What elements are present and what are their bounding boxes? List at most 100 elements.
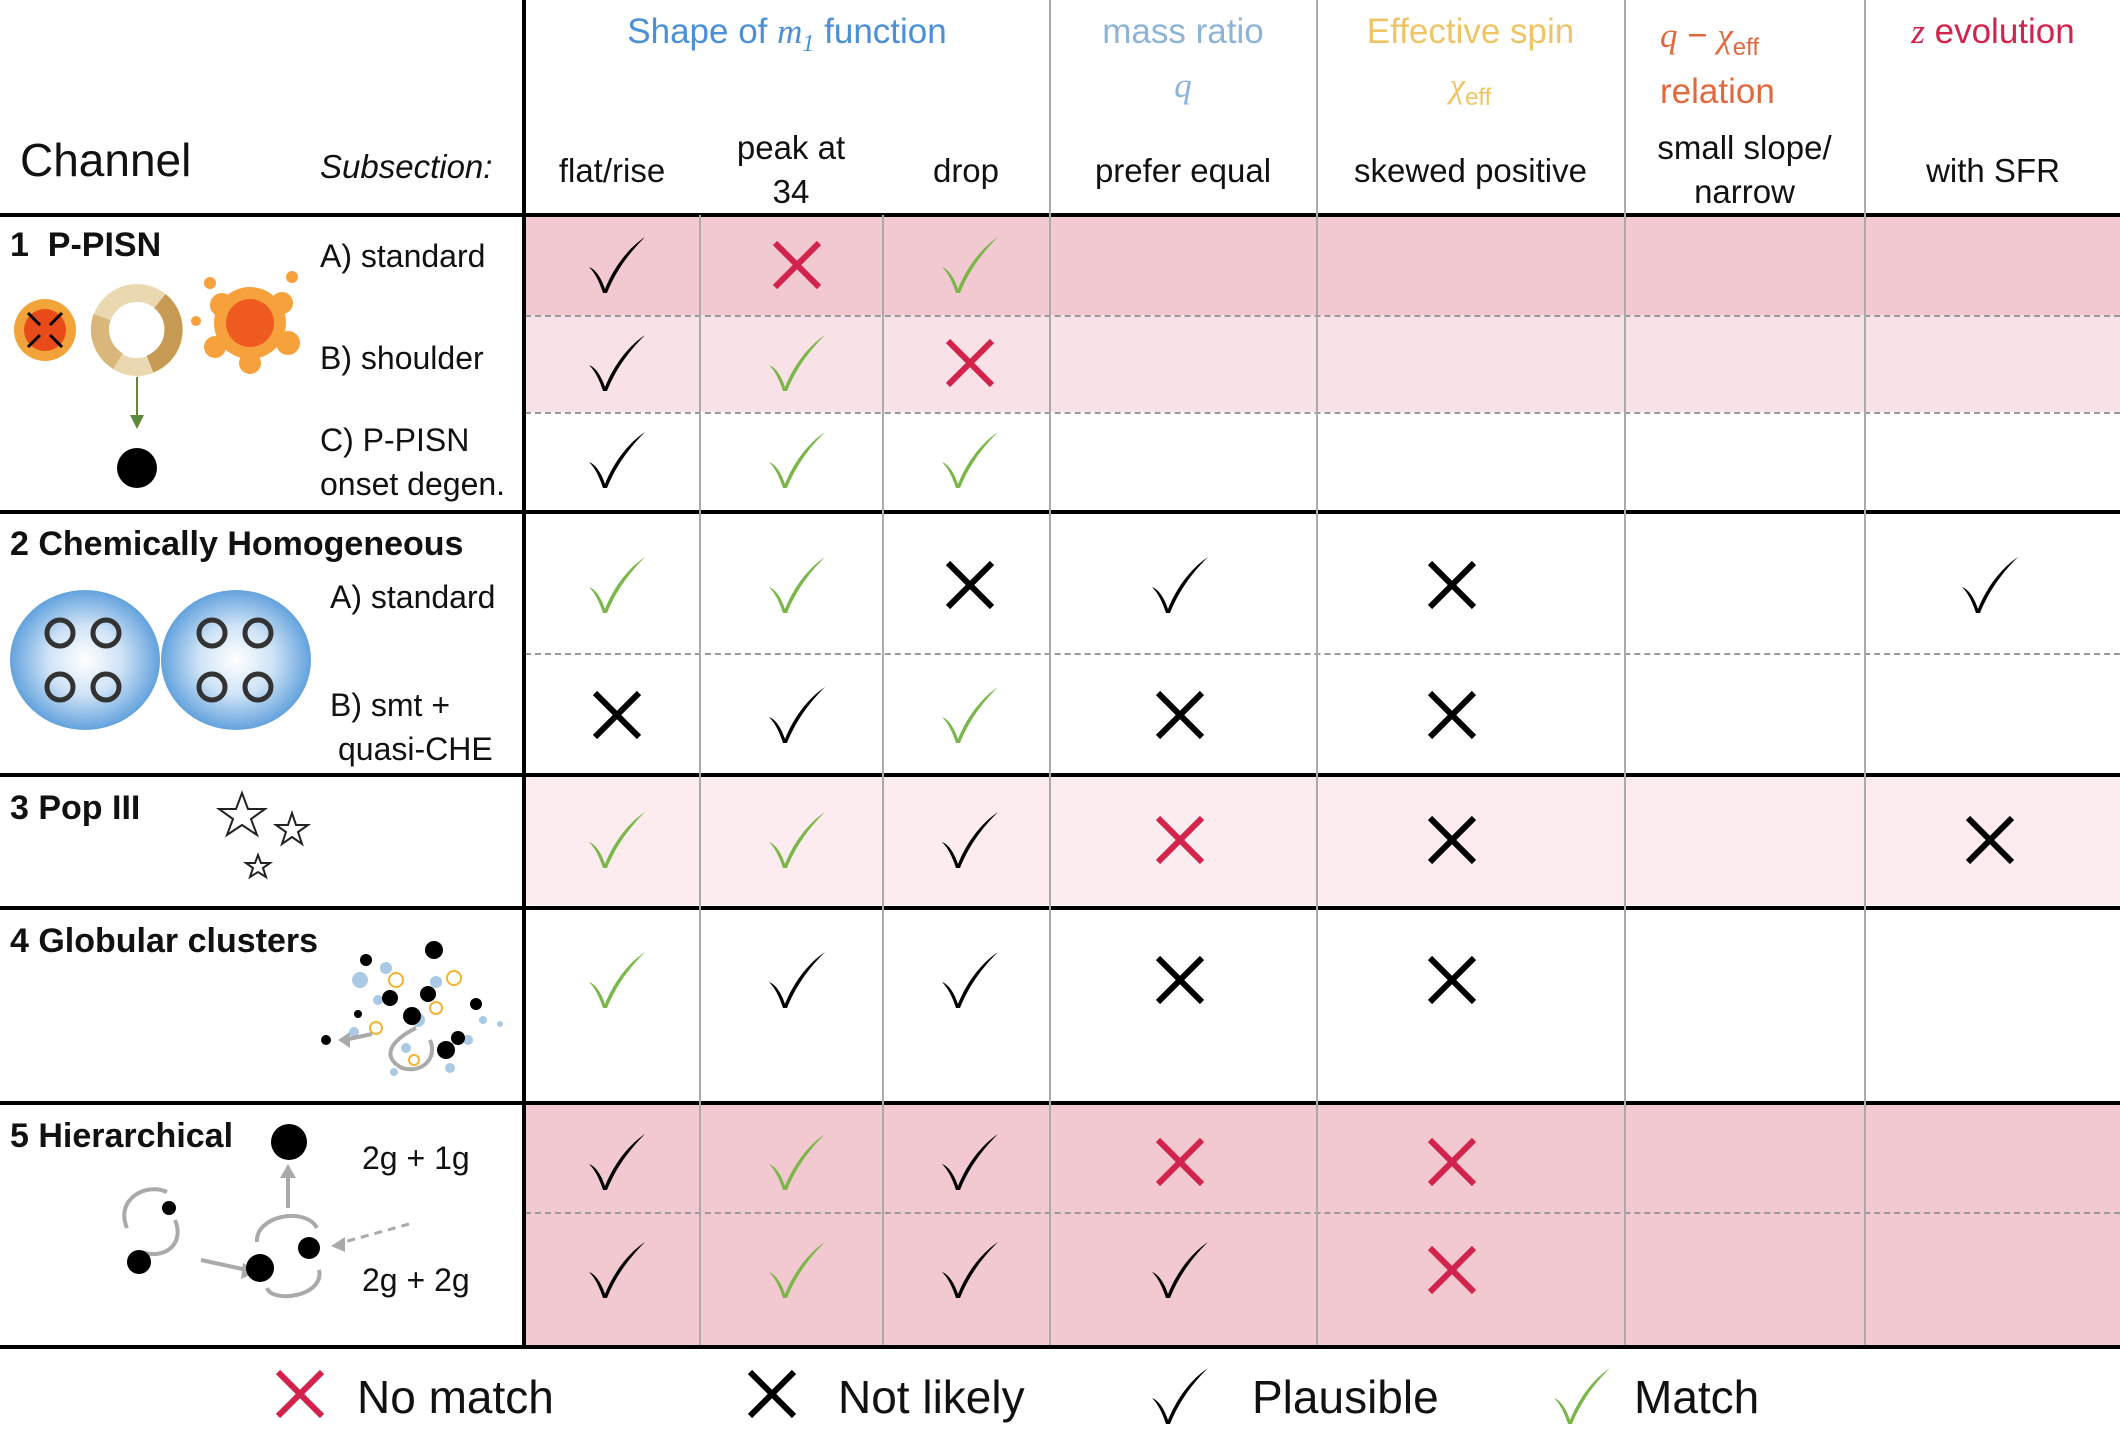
channel-gc: 4 Globular clusters <box>10 922 318 960</box>
mark-plausible-r8-c3 <box>942 1134 998 1190</box>
mark-no-match-r8-c5 <box>1427 1137 1477 1187</box>
m1-shape-header: Shape of m1 function <box>627 12 947 57</box>
chemically-homogeneous-binary-icon <box>10 590 311 730</box>
rule-pop3 <box>0 773 2120 777</box>
mark-plausible-r9-c4 <box>1152 1242 1208 1298</box>
band-ppisn-b <box>525 315 2120 412</box>
mark-not-likely-r4-c5 <box>1427 560 1477 610</box>
mark-no-match-r1-c2 <box>772 240 822 290</box>
channel-header: Channel <box>20 134 192 186</box>
mark-match-r1-c3 <box>942 237 998 293</box>
mark-plausible-r2-c1 <box>589 335 645 391</box>
channel-ppisn: 1 P-PISN <box>10 226 162 264</box>
col-sep-1 <box>699 215 701 1345</box>
band-hier <box>525 1103 2120 1345</box>
subsection-hier-b: 2g + 2g <box>362 1262 470 1298</box>
mark-plausible-r6-c3 <box>942 812 998 868</box>
mark-match-r8-c2 <box>769 1134 825 1190</box>
legend-plausible-label: Plausible <box>1252 1371 1439 1423</box>
crit-drop: drop <box>932 152 1000 189</box>
mark-plausible-r4-c7 <box>1962 557 2018 613</box>
dash-ppisn-bc <box>525 412 2120 414</box>
crit-with-sfr: with SFR <box>1926 152 2060 189</box>
dash-che-ab <box>525 653 2120 655</box>
subsection-header: Subsection: <box>320 148 493 185</box>
mark-not-likely-r6-c7 <box>1965 815 2015 865</box>
channel-che: 2 Chemically Homogeneous <box>10 525 464 563</box>
mass-ratio-header: mass ratio q <box>1102 12 1264 105</box>
mark-match-r6-c1 <box>589 812 645 868</box>
mark-match-r3-c3 <box>942 432 998 488</box>
subsection-che-b: B) smt + quasi-CHE <box>330 687 493 767</box>
mark-not-likely-r7-c5 <box>1427 955 1477 1005</box>
dash-hier-ab <box>525 1212 2120 1214</box>
subsection-ppisn-a: A) standard <box>320 238 486 274</box>
subsection-che-a: A) standard <box>330 579 496 615</box>
subsection-ppisn-c: C) P-PISN onset degen. <box>320 422 506 502</box>
legend-match-label: Match <box>1634 1371 1760 1423</box>
pulsational-pair-instability-icon <box>14 271 300 488</box>
mark-plausible-r1-c1 <box>589 237 645 293</box>
channel-pop3: 3 Pop III <box>10 789 141 827</box>
crit-skewed-positive: skewed positive <box>1354 152 1587 189</box>
hierarchical-merger-icon <box>122 1124 410 1299</box>
mark-not-likely-r4-c3 <box>945 560 995 610</box>
rule-bottom <box>0 1345 2120 1349</box>
mark-match-r2-c2 <box>769 335 825 391</box>
mark-no-match-r8-c4 <box>1155 1137 1205 1187</box>
mark-not-likely-r5-c1 <box>592 690 642 740</box>
rule-che <box>0 510 2120 514</box>
mark-match-r5-c3 <box>942 687 998 743</box>
mark-match-r4-c1 <box>589 557 645 613</box>
rule-gc <box>0 906 2120 910</box>
mark-plausible-r7-c2 <box>769 952 825 1008</box>
legend-not-likely-icon <box>747 1369 797 1419</box>
legend-no-match-label: No match <box>357 1371 554 1423</box>
rule-header <box>0 213 2120 217</box>
band-ppisn-a <box>525 215 2120 315</box>
legend-plausible-icon <box>1152 1368 1208 1424</box>
mark-plausible-r4-c4 <box>1152 557 1208 613</box>
col-sep-4 <box>1316 0 1318 1345</box>
mark-no-match-r2-c3 <box>945 338 995 388</box>
stars-icon <box>215 790 312 880</box>
col-sep-2 <box>882 215 884 1345</box>
mark-not-likely-r5-c4 <box>1155 690 1205 740</box>
mark-match-r9-c2 <box>769 1242 825 1298</box>
mark-match-r4-c2 <box>769 557 825 613</box>
z-evolution-header: z evolution <box>1911 12 2075 51</box>
channel-hier: 5 Hierarchical <box>10 1117 234 1155</box>
rule-left-column <box>522 0 526 1349</box>
mark-no-match-r9-c5 <box>1427 1245 1477 1295</box>
band-pop3 <box>525 775 2120 905</box>
effective-spin-header: Effective spin χeff <box>1366 12 1575 111</box>
crit-peak-34: peak at 34 <box>736 129 846 210</box>
col-sep-6 <box>1864 0 1866 1345</box>
mark-plausible-r9-c1 <box>589 1242 645 1298</box>
crit-flat-rise: flat/rise <box>558 152 666 189</box>
mark-no-match-r6-c4 <box>1155 815 1205 865</box>
mark-not-likely-r7-c4 <box>1155 955 1205 1005</box>
mark-not-likely-r5-c5 <box>1427 690 1477 740</box>
mark-plausible-r9-c3 <box>942 1242 998 1298</box>
mark-not-likely-r6-c5 <box>1427 815 1477 865</box>
rule-hier <box>0 1101 2120 1105</box>
col-sep-3 <box>1049 0 1051 1345</box>
crit-prefer-equal: prefer equal <box>1094 152 1272 189</box>
mark-plausible-r7-c3 <box>942 952 998 1008</box>
legend-match-icon <box>1554 1368 1610 1424</box>
q-chi-relation-header: q − χeff relation <box>1660 16 1775 111</box>
mark-plausible-r8-c1 <box>589 1134 645 1190</box>
mark-match-r7-c1 <box>589 952 645 1008</box>
dash-ppisn-ab <box>525 315 2120 317</box>
crit-small-slope: small slope/narrow <box>1657 129 1832 210</box>
subsection-hier-a: 2g + 1g <box>362 1140 470 1176</box>
mark-match-r3-c2 <box>769 432 825 488</box>
mark-plausible-r5-c2 <box>769 687 825 743</box>
globular-cluster-icon <box>321 941 503 1076</box>
mark-match-r6-c2 <box>769 812 825 868</box>
legend-no-match-icon <box>275 1369 325 1419</box>
col-sep-5 <box>1624 0 1626 1345</box>
mark-plausible-r3-c1 <box>589 432 645 488</box>
